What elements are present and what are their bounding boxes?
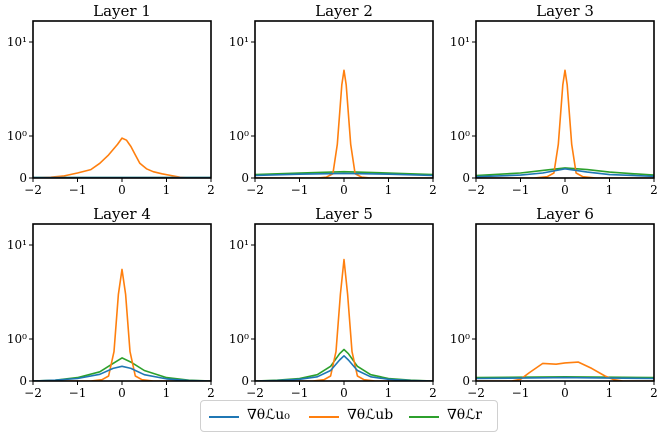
x-tick-label: 1 xyxy=(163,386,171,400)
y-tick-label: 0 xyxy=(462,374,470,388)
subplot-5: Layer 5 −2 −1 0 1 2 0 10⁰ 10¹ xyxy=(229,205,437,400)
plot-frame xyxy=(254,20,434,179)
x-tick-label: 0 xyxy=(561,183,569,197)
subplot-3: Layer 3 −2 −1 0 1 2 0 10⁰ 10¹ xyxy=(450,2,658,197)
x-tick-label: −2 xyxy=(24,183,42,197)
x-tick-label: −2 xyxy=(246,386,264,400)
y-tick-label: 10⁰ xyxy=(7,129,27,143)
x-tick-label: −1 xyxy=(512,183,530,197)
y-tick-label: 10⁰ xyxy=(7,332,27,346)
x-tick-label: −1 xyxy=(291,386,309,400)
series-line-u0 xyxy=(255,354,433,381)
legend: ∇θℒu₀ ∇θℒub ∇θℒr xyxy=(200,400,498,432)
y-tick-label: 0 xyxy=(241,171,249,185)
y-tick-label: 10⁰ xyxy=(229,332,249,346)
subplot-2: Layer 2 −2 −1 0 1 2 0 10⁰ 10¹ xyxy=(229,2,437,197)
x-tick-label: 0 xyxy=(340,183,348,197)
subplot-title: Layer 5 xyxy=(315,205,373,223)
x-tick-label: 0 xyxy=(340,386,348,400)
y-tick-label: 10¹ xyxy=(450,35,470,49)
series-line-r xyxy=(255,170,433,176)
x-tick-label: 2 xyxy=(207,183,215,197)
series-line-ub xyxy=(255,69,433,178)
x-tick-label: 1 xyxy=(606,183,614,197)
y-tick-label: 10¹ xyxy=(7,238,27,252)
subplot-title: Layer 3 xyxy=(536,2,594,20)
subplot-title: Layer 1 xyxy=(93,2,151,20)
series-line-u0 xyxy=(255,172,433,177)
y-tick-label: 10¹ xyxy=(229,35,249,49)
y-tick-label: 10¹ xyxy=(229,238,249,252)
x-tick-label: 2 xyxy=(207,386,215,400)
x-tick-label: 2 xyxy=(429,386,437,400)
x-tick-label: 1 xyxy=(385,386,393,400)
subplot-title: Layer 6 xyxy=(536,205,594,223)
series-line-r xyxy=(476,167,654,177)
y-tick-label: 10⁰ xyxy=(229,129,249,143)
x-tick-label: 2 xyxy=(650,183,658,197)
y-tick-label: 0 xyxy=(241,374,249,388)
subplot-4: Layer 4 −2 −1 0 1 2 0 10⁰ 10¹ xyxy=(7,205,215,400)
x-tick-label: 0 xyxy=(118,183,126,197)
x-tick-label: 1 xyxy=(385,183,393,197)
x-tick-label: −1 xyxy=(512,386,530,400)
plot-frame xyxy=(475,20,655,179)
y-tick-label: 10⁰ xyxy=(450,332,470,346)
subplot-6: Layer 6 −2 −1 0 1 2 0 10⁰ xyxy=(450,205,658,400)
plot-frame xyxy=(475,223,655,382)
y-tick-label: 0 xyxy=(19,374,27,388)
x-tick-label: 0 xyxy=(561,386,569,400)
legend-label-r: ∇θℒr xyxy=(447,407,482,423)
legend-line-u0 xyxy=(209,416,239,418)
x-tick-label: −2 xyxy=(246,183,264,197)
series-line-ub xyxy=(33,137,211,178)
series-line-r xyxy=(255,348,433,381)
series-line-ub xyxy=(476,361,654,381)
x-tick-label: −1 xyxy=(69,386,87,400)
plot-frame xyxy=(254,223,434,382)
x-tick-label: 0 xyxy=(118,386,126,400)
y-tick-label: 0 xyxy=(19,171,27,185)
legend-line-ub xyxy=(309,416,339,418)
series-line-u0 xyxy=(33,365,211,381)
plot-frame xyxy=(32,20,212,179)
x-tick-label: −2 xyxy=(467,386,485,400)
x-tick-label: −2 xyxy=(467,183,485,197)
x-tick-label: 1 xyxy=(163,183,171,197)
x-tick-label: −1 xyxy=(69,183,87,197)
series-line-ub xyxy=(255,258,433,381)
legend-label-u0: ∇θℒu₀ xyxy=(247,407,290,423)
series-line-r xyxy=(33,357,211,381)
legend-label-ub: ∇θℒub xyxy=(347,407,394,423)
series-line-u0 xyxy=(476,168,654,178)
legend-line-r xyxy=(409,416,439,418)
subplot-title: Layer 2 xyxy=(315,2,373,20)
series-line-r xyxy=(476,375,654,379)
y-tick-label: 0 xyxy=(462,171,470,185)
subplot-title: Layer 4 xyxy=(93,205,151,223)
y-tick-label: 10⁰ xyxy=(450,129,470,143)
subplot-1: Layer 1 −2 −1 0 1 2 0 10⁰ 10¹ xyxy=(7,2,215,197)
x-tick-label: 2 xyxy=(429,183,437,197)
x-tick-label: −1 xyxy=(291,183,309,197)
y-tick-label: 10¹ xyxy=(7,35,27,49)
x-tick-label: 2 xyxy=(650,386,658,400)
series-line-u0 xyxy=(476,376,654,380)
x-tick-label: 1 xyxy=(606,386,614,400)
series-line-ub xyxy=(476,69,654,178)
x-tick-label: −2 xyxy=(24,386,42,400)
series-line-ub xyxy=(33,268,211,381)
